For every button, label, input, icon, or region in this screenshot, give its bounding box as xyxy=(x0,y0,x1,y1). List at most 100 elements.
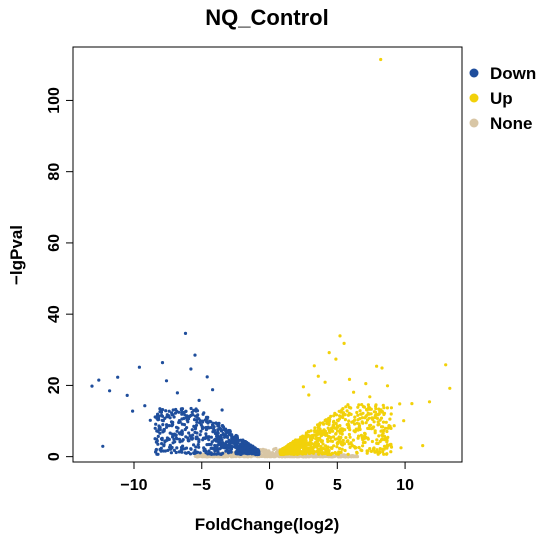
point-down xyxy=(170,424,174,428)
point-up xyxy=(304,431,308,435)
point-down xyxy=(222,435,227,439)
point-up xyxy=(321,446,325,450)
point-down xyxy=(173,440,177,444)
point-up xyxy=(341,415,345,420)
point-down xyxy=(196,413,200,417)
point-down xyxy=(195,450,200,454)
point-up xyxy=(378,409,382,414)
point-down xyxy=(163,449,167,453)
point-up xyxy=(367,405,371,409)
point-down xyxy=(183,413,187,417)
point-up xyxy=(380,447,384,451)
point-up xyxy=(371,448,375,452)
point-up xyxy=(373,414,377,418)
point-down xyxy=(183,447,187,451)
point-down xyxy=(183,451,187,455)
point-down xyxy=(165,425,169,429)
x-tick-label: −5 xyxy=(193,477,211,494)
point-none xyxy=(266,454,270,458)
point-up xyxy=(389,412,393,416)
point-up xyxy=(338,446,342,451)
point-none xyxy=(307,455,311,459)
chart-title: NQ_Control xyxy=(205,5,328,30)
point-down xyxy=(194,407,198,411)
point-down xyxy=(166,448,170,452)
point-down xyxy=(167,409,171,413)
point-up xyxy=(316,374,320,378)
point-up xyxy=(389,406,393,410)
point-down xyxy=(179,448,183,452)
point-none xyxy=(275,453,279,457)
point-none xyxy=(286,454,290,458)
point-none xyxy=(272,455,276,459)
point-down xyxy=(164,409,168,413)
point-up xyxy=(361,444,365,448)
point-up xyxy=(279,450,283,454)
point-down xyxy=(190,428,194,432)
point-up xyxy=(341,439,345,443)
point-up xyxy=(336,452,340,456)
legend-item-down: Down xyxy=(469,64,536,83)
point-up xyxy=(315,442,319,446)
point-up xyxy=(378,439,382,444)
point-up xyxy=(320,429,324,433)
point-up xyxy=(302,447,306,451)
point-down xyxy=(190,436,195,440)
point-down xyxy=(215,434,219,438)
point-up xyxy=(329,452,333,457)
point-up xyxy=(362,405,366,409)
point-down xyxy=(180,430,184,434)
point-down xyxy=(194,435,198,439)
point-up xyxy=(362,437,366,441)
point-down xyxy=(195,420,199,424)
point-up xyxy=(381,431,385,435)
point-down xyxy=(153,426,157,430)
x-axis: −10 −5 0 5 10 xyxy=(120,462,414,494)
point-down xyxy=(174,450,178,455)
point-down xyxy=(165,423,169,427)
point-up xyxy=(298,444,302,449)
point-down xyxy=(209,426,213,430)
point-up xyxy=(382,428,386,433)
point-up xyxy=(324,433,328,437)
point-down xyxy=(163,440,167,444)
point-none xyxy=(263,452,268,456)
point-up xyxy=(301,385,305,389)
point-up xyxy=(355,450,359,454)
point-down xyxy=(217,421,221,425)
point-up xyxy=(327,450,331,454)
point-down xyxy=(213,437,218,441)
point-down xyxy=(220,438,224,442)
point-up xyxy=(303,437,307,441)
point-down xyxy=(220,408,224,412)
point-down xyxy=(161,423,165,427)
point-down xyxy=(213,449,217,453)
point-up xyxy=(375,448,379,452)
point-up xyxy=(304,444,308,448)
point-up xyxy=(344,405,348,409)
point-up xyxy=(378,450,382,454)
point-up xyxy=(282,452,286,456)
y-tick-label: 100 xyxy=(46,87,63,114)
point-down xyxy=(162,429,166,433)
point-up xyxy=(382,452,386,456)
point-up xyxy=(301,450,305,454)
point-down xyxy=(204,428,208,432)
point-up xyxy=(385,384,390,388)
point-up xyxy=(384,420,388,424)
point-down xyxy=(216,450,220,454)
point-up xyxy=(339,450,343,454)
point-up xyxy=(366,449,370,453)
point-up xyxy=(316,438,320,442)
point-up xyxy=(343,418,347,422)
point-up xyxy=(357,422,361,426)
legend-marker-down xyxy=(469,68,479,78)
point-up xyxy=(368,423,372,428)
point-down xyxy=(227,428,231,433)
point-down xyxy=(222,428,226,432)
point-none xyxy=(199,454,203,458)
point-up xyxy=(334,426,338,430)
point-down xyxy=(206,415,210,419)
point-up xyxy=(351,438,355,442)
point-up xyxy=(377,434,381,438)
